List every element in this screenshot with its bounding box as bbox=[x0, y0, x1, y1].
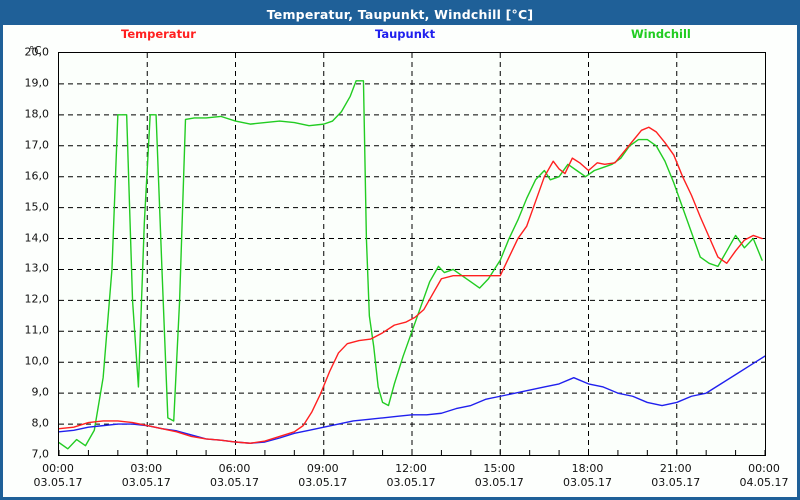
y-axis-tick-label: 9,0 bbox=[31, 385, 50, 399]
x-axis-tick-label: 18:00 03.05.17 bbox=[548, 462, 628, 490]
x-axis-tick-date: 03.05.17 bbox=[386, 476, 436, 489]
y-axis-tick-label: 15,0 bbox=[24, 200, 50, 214]
x-axis-tick-time: 03:00 bbox=[130, 462, 163, 475]
y-axis-tick-label: 7,0 bbox=[31, 447, 50, 461]
series-line-windchill bbox=[59, 80, 763, 450]
y-axis-tick-label: 14,0 bbox=[24, 231, 50, 245]
gridlines bbox=[59, 53, 765, 455]
data-series bbox=[59, 80, 765, 450]
y-axis-tick-label: 19,0 bbox=[24, 76, 50, 90]
y-axis-tick-label: 18,0 bbox=[24, 107, 50, 121]
y-axis-tick-label: 13,0 bbox=[24, 261, 50, 275]
y-axis-tick-label: 16,0 bbox=[24, 169, 50, 183]
x-axis-tick-date: 03.05.17 bbox=[121, 476, 171, 489]
x-axis-tick-label: 21:00 03.05.17 bbox=[636, 462, 716, 490]
x-axis-tick-label: 12:00 03.05.17 bbox=[371, 462, 451, 490]
x-axis-tick-time: 21:00 bbox=[659, 462, 692, 475]
x-axis-tick-date: 03.05.17 bbox=[33, 476, 83, 489]
chart-legend: Temperatur Taupunkt Windchill bbox=[3, 27, 797, 45]
legend-item-taupunkt: Taupunkt bbox=[375, 27, 436, 41]
chart-svg bbox=[59, 53, 765, 455]
y-axis-unit-label: °C bbox=[29, 45, 42, 57]
x-axis-tick-date: 03.05.17 bbox=[651, 476, 701, 489]
x-axis-tick-label: 00:00 04.05.17 bbox=[724, 462, 800, 490]
x-axis-tick-label: 09:00 03.05.17 bbox=[283, 462, 363, 490]
x-axis-tick-time: 12:00 bbox=[395, 462, 427, 475]
x-axis-tick-label: 15:00 03.05.17 bbox=[459, 462, 539, 490]
x-axis-tick-time: 09:00 bbox=[306, 462, 339, 475]
x-axis-tick-date: 03.05.17 bbox=[210, 476, 259, 489]
x-axis-tick-date: 04.05.17 bbox=[739, 476, 789, 489]
y-axis-tick-label: 11,0 bbox=[24, 323, 50, 337]
x-axis-tick-date: 03.05.17 bbox=[563, 476, 612, 489]
y-axis-tick-label: 8,0 bbox=[31, 416, 50, 430]
plot-area-wrapper: °C 20,0 19,0 18,0 17,0 16,0 15,0 14,0 13,0 12,0 1… bbox=[3, 45, 797, 497]
page-title: Temperatur, Taupunkt, Windchill [°C] bbox=[266, 6, 534, 22]
series-line-temperatur bbox=[59, 126, 763, 444]
legend-item-windchill: Windchill bbox=[631, 27, 691, 41]
y-axis-tick-label: 20,0 bbox=[24, 45, 50, 59]
x-axis-tick-label: 06:00 03.05.17 bbox=[195, 462, 275, 490]
x-axis-tick-time: 18:00 bbox=[571, 462, 604, 475]
y-axis-tick-label: 12,0 bbox=[24, 292, 50, 306]
window-title-bar: Temperatur, Taupunkt, Windchill [°C] bbox=[3, 3, 797, 25]
x-axis-tick-time: 06:00 bbox=[218, 462, 251, 475]
x-axis-tick-date: 03.05.17 bbox=[474, 476, 524, 489]
x-axis-tick-label: 03:00 03.05.17 bbox=[106, 462, 186, 490]
y-axis-tick-label: 10,0 bbox=[24, 354, 50, 368]
x-axis-tick-time: 15:00 bbox=[483, 462, 516, 475]
x-axis-tick-label: 00:00 03.05.17 bbox=[18, 462, 98, 490]
x-axis-tick-date: 03.05.17 bbox=[298, 476, 348, 489]
series-line-taupunkt bbox=[59, 355, 765, 444]
y-axis-tick-label: 17,0 bbox=[24, 138, 50, 152]
x-axis-tick-time: 00:00 bbox=[748, 462, 780, 475]
legend-item-temperatur: Temperatur bbox=[121, 27, 196, 41]
x-axis-tick-time: 00:00 bbox=[42, 462, 74, 475]
chart-plot bbox=[58, 52, 766, 456]
